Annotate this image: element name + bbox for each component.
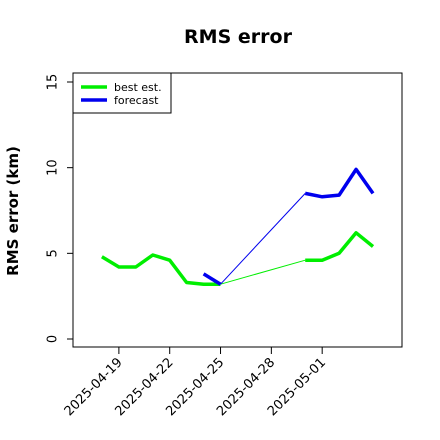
y-tick-label: 15 [46,74,61,91]
legend-label: forecast [114,94,159,107]
series-connector-line [220,193,306,285]
legend-box [72,72,172,114]
legend: best est.forecast [72,72,172,114]
plot-frame [72,72,403,348]
y-tick-label: 0 [46,335,61,343]
series-line [202,272,222,286]
series-line [305,231,375,262]
series-line [304,167,375,199]
chart-title: RMS error [184,26,293,48]
plot-area: 0510152025-04-192025-04-222025-04-252025… [46,72,403,419]
series-connector-line [220,259,306,285]
series-line [100,253,221,286]
y-tick-label: 10 [46,159,61,176]
y-tick-label: 5 [46,249,61,257]
y-axis-title: RMS error (km) [4,146,22,276]
legend-label: best est. [114,81,162,94]
